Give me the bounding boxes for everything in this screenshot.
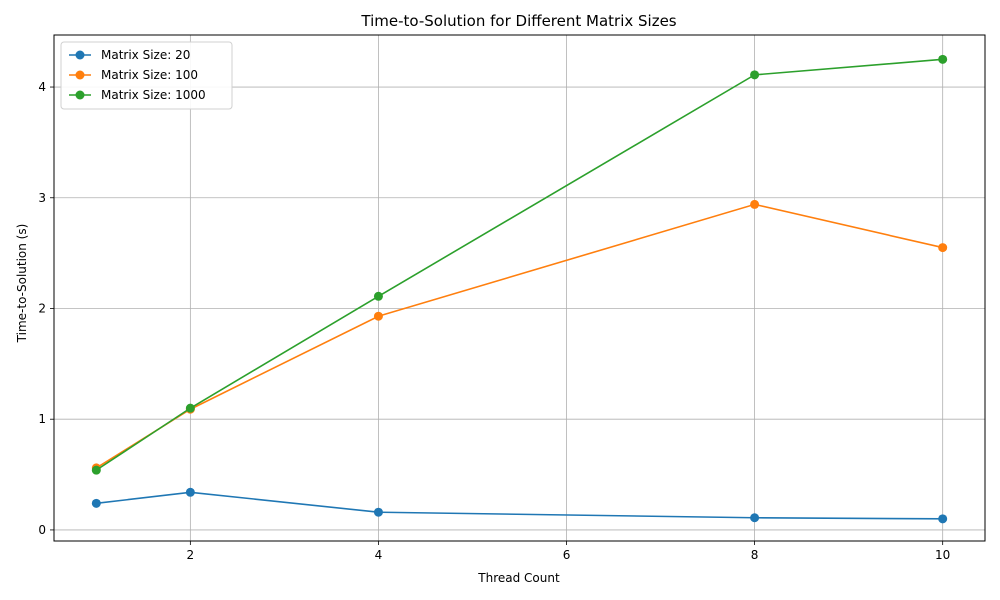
x-tick-label: 4 [375,548,383,562]
data-point [91,498,101,508]
y-tick-label: 4 [38,80,46,94]
data-point [750,70,760,80]
data-point [185,403,195,413]
data-point [750,513,760,523]
series-line [96,491,943,520]
series-layer [91,54,948,524]
legend-marker [75,90,85,100]
data-point [373,507,383,517]
x-tick-label: 10 [935,548,950,562]
legend-label: Matrix Size: 1000 [101,88,206,102]
data-point [373,311,383,321]
y-tick-label: 2 [38,301,46,315]
plot-area [53,34,986,542]
data-point [938,514,948,524]
x-tick-label: 2 [187,548,195,562]
legend-marker [75,50,85,60]
grid [54,35,985,541]
chart-title: Time-to-Solution for Different Matrix Si… [360,12,676,30]
x-tick-label: 6 [563,548,571,562]
y-tick-label: 3 [38,191,46,205]
data-point [938,243,948,253]
y-axis-label: Time-to-Solution (s) [15,224,29,344]
axis-ticks: 2 4 6 8 10 0 1 2 3 4 [38,80,950,562]
series-line [95,203,943,469]
x-tick-label: 8 [751,548,759,562]
legend-label: Matrix Size: 20 [101,48,190,62]
y-tick-label: 1 [38,412,46,426]
data-point [373,291,383,301]
series-line [95,58,943,471]
data-point [185,487,195,497]
data-point [750,199,760,209]
legend-label: Matrix Size: 100 [101,68,198,82]
x-axis-label: Thread Count [477,571,560,585]
data-point [938,54,948,64]
y-tick-label: 0 [38,523,46,537]
legend-marker [75,70,85,80]
data-point [91,465,101,475]
legend-box [60,41,233,110]
legend: Matrix Size: 20 Matrix Size: 100 Matrix Si… [60,41,233,110]
